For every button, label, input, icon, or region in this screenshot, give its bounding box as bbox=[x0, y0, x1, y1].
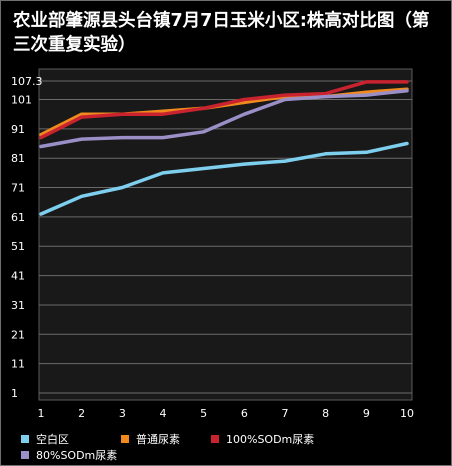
y-tick-label: 107.3 bbox=[11, 75, 43, 88]
data-point bbox=[202, 106, 206, 110]
x-tick-label: 1 bbox=[38, 407, 45, 420]
y-tick-label: 81 bbox=[11, 152, 25, 165]
data-point bbox=[120, 136, 124, 140]
data-point bbox=[80, 194, 84, 198]
series-lines bbox=[39, 80, 409, 216]
data-point bbox=[405, 89, 409, 93]
data-point bbox=[120, 186, 124, 190]
y-tick-label: 31 bbox=[11, 299, 25, 312]
data-point bbox=[80, 115, 84, 119]
x-tick-label: 10 bbox=[400, 407, 414, 420]
x-tick-label: 5 bbox=[200, 407, 207, 420]
series-line-2 bbox=[39, 80, 409, 140]
data-point bbox=[202, 130, 206, 134]
x-tick-label: 4 bbox=[160, 407, 167, 420]
legend-swatch bbox=[121, 435, 129, 443]
legend-swatch bbox=[21, 435, 29, 443]
x-tick-label: 9 bbox=[363, 407, 370, 420]
data-point bbox=[324, 95, 328, 99]
chart-title: 农业部肇源县头台镇7月7日玉米小区:株高对比图（第三次重复实验） bbox=[13, 11, 430, 55]
legend-item: 80%SODm尿素 bbox=[21, 447, 117, 464]
legend-label: 80%SODm尿素 bbox=[36, 449, 118, 462]
legend-label: 空白区 bbox=[36, 433, 69, 446]
y-tick-label: 61 bbox=[11, 211, 25, 224]
x-tick-label: 6 bbox=[241, 407, 248, 420]
data-point bbox=[242, 162, 246, 166]
data-point bbox=[161, 112, 165, 116]
legend-item: 空白区 bbox=[21, 431, 69, 448]
y-tick-label: 71 bbox=[11, 182, 25, 195]
x-tick-label: 2 bbox=[78, 407, 85, 420]
legend-swatch bbox=[21, 451, 29, 459]
data-point bbox=[324, 92, 328, 96]
y-tick-label: 21 bbox=[11, 328, 25, 341]
x-axis-tick-labels: 1 2 3 4 5 6 7 8 9 10 bbox=[38, 407, 415, 420]
legend-label: 普通尿素 bbox=[136, 433, 180, 446]
data-point bbox=[242, 112, 246, 116]
series-line-0 bbox=[39, 141, 409, 216]
data-point bbox=[405, 142, 409, 146]
y-tick-label: 91 bbox=[11, 123, 25, 136]
y-tick-label: 101 bbox=[11, 93, 32, 106]
x-tick-label: 3 bbox=[119, 407, 126, 420]
legend-swatch bbox=[211, 435, 219, 443]
data-point bbox=[283, 93, 287, 97]
data-point bbox=[242, 97, 246, 101]
data-point bbox=[161, 136, 165, 140]
data-point bbox=[364, 80, 368, 84]
data-point bbox=[161, 171, 165, 175]
x-tick-label: 7 bbox=[282, 407, 289, 420]
data-point bbox=[80, 137, 84, 141]
data-point bbox=[364, 93, 368, 97]
legend-item: 100%SODm尿素 bbox=[211, 431, 314, 448]
y-tick-label: 41 bbox=[11, 270, 25, 283]
data-point bbox=[283, 159, 287, 163]
y-tick-label: 1 bbox=[11, 387, 18, 400]
y-tick-label: 51 bbox=[11, 240, 25, 253]
data-point bbox=[242, 100, 246, 104]
data-point bbox=[405, 80, 409, 84]
data-point bbox=[39, 136, 43, 140]
data-point bbox=[202, 166, 206, 170]
legend-item: 普通尿素 bbox=[121, 431, 180, 448]
data-point bbox=[161, 109, 165, 113]
data-point bbox=[39, 144, 43, 148]
data-point bbox=[283, 97, 287, 101]
plot-area bbox=[38, 68, 413, 401]
data-point bbox=[364, 90, 368, 94]
gridlines bbox=[39, 80, 412, 394]
legend-label: 100%SODm尿素 bbox=[226, 433, 315, 446]
x-tick-label: 8 bbox=[322, 407, 329, 420]
data-point bbox=[120, 112, 124, 116]
y-tick-label: 11 bbox=[11, 358, 25, 371]
data-point bbox=[324, 152, 328, 156]
data-point bbox=[80, 112, 84, 116]
data-point bbox=[364, 150, 368, 154]
series-line-3 bbox=[39, 88, 409, 149]
data-point bbox=[39, 212, 43, 216]
